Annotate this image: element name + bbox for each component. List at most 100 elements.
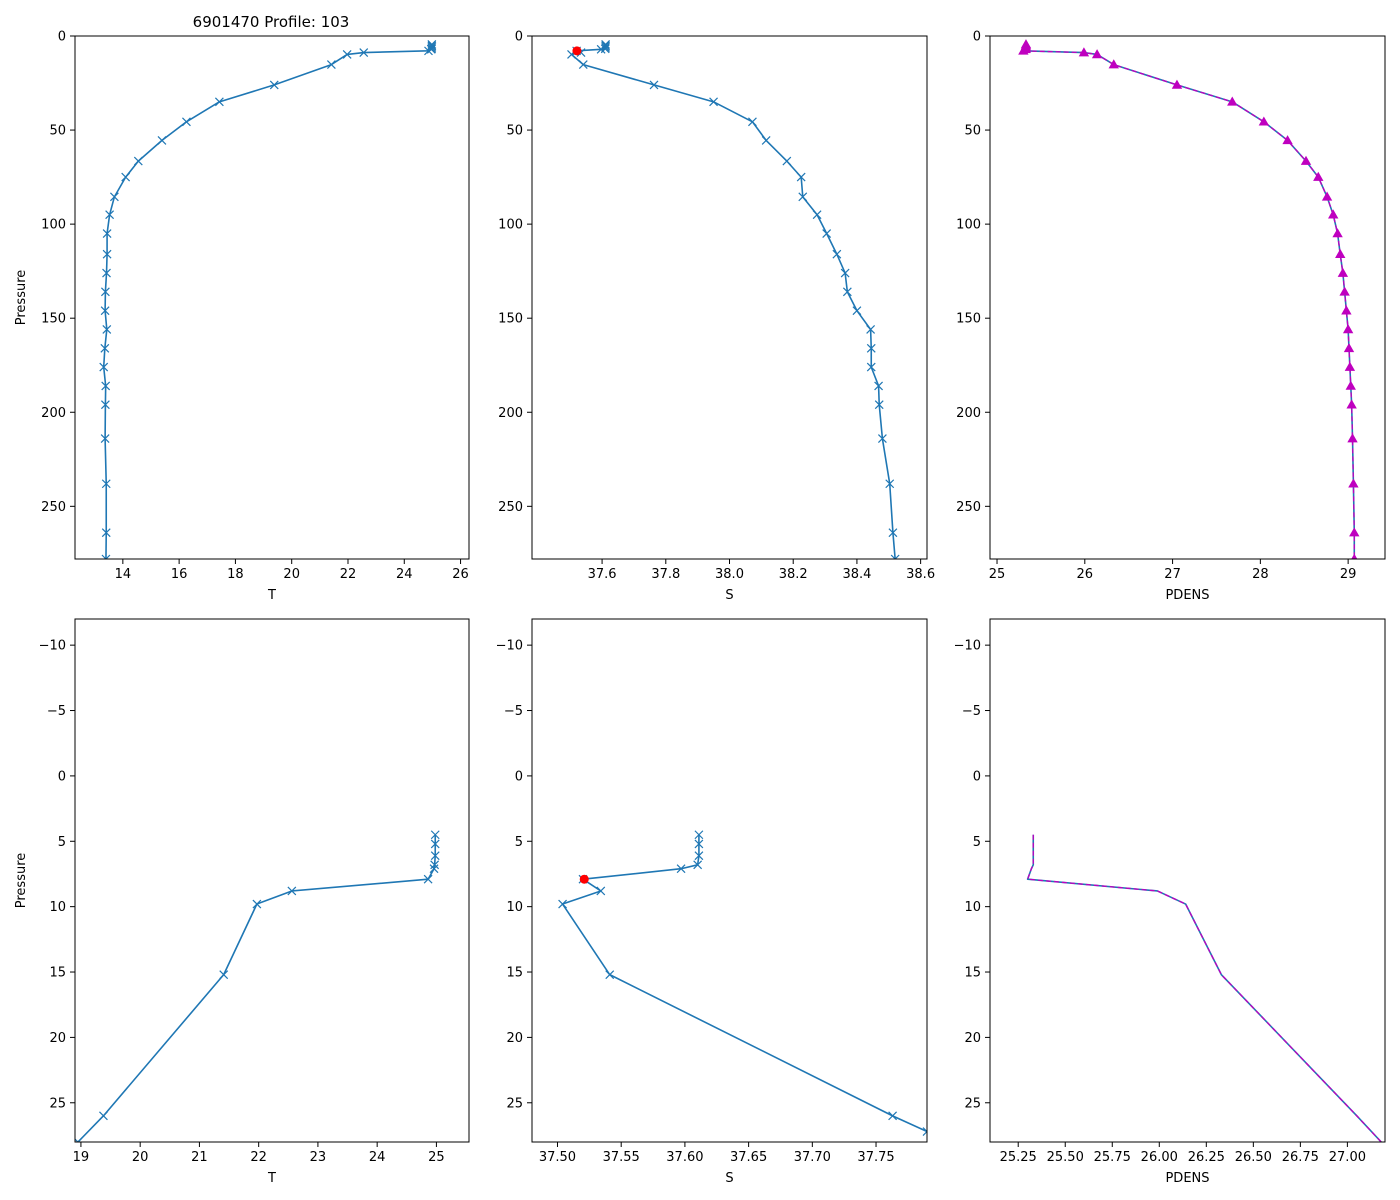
y-tick-label: 10 [506, 900, 523, 915]
x-tick-label: 38.4 [842, 567, 871, 582]
data-point [1335, 248, 1346, 259]
data-point [100, 306, 110, 316]
panel-bottom-pdens: 25.25 25.50 25.75 26.00 26.25 26.50 26.75 27.00… [954, 618, 1386, 1186]
x-tick-label: 20 [283, 567, 300, 582]
panel-top-pdens: 25 26 27 28 29 0 50 100 150 200 250 PDENS [956, 30, 1386, 603]
data-point [885, 479, 895, 489]
y-tick-label: 15 [49, 966, 66, 981]
data-point [1341, 305, 1352, 315]
data-point [102, 268, 111, 278]
x-tick-label: 26 [1077, 567, 1094, 582]
y-tick-label: −10 [39, 639, 66, 654]
data-point [101, 554, 111, 559]
x-axis-label: S [725, 588, 733, 603]
data-point [694, 830, 704, 840]
data-point [426, 44, 436, 54]
data-point [133, 156, 143, 166]
x-tick-label: 37.65 [730, 1150, 767, 1165]
data-point [605, 970, 615, 980]
y-tick-label: 20 [506, 1031, 523, 1046]
series-line-pdens [1022, 44, 1356, 559]
data-point [601, 41, 611, 51]
data-point [596, 44, 606, 54]
data-point [109, 192, 119, 202]
x-tick-label: 19 [73, 1150, 90, 1165]
data-point [1339, 286, 1350, 296]
data-point [1348, 478, 1359, 488]
y-tick-label: 100 [498, 218, 523, 233]
data-point [101, 528, 111, 538]
data-point [866, 362, 876, 372]
data-point [558, 899, 568, 909]
x-tick-label: 22 [250, 1150, 267, 1165]
x-tick-label: 27 [1164, 567, 1181, 582]
plot-area [99, 40, 437, 559]
data-point [424, 46, 433, 56]
data-point [1108, 59, 1119, 69]
y-tick-label: 0 [58, 30, 66, 45]
data-point [866, 325, 876, 334]
data-point [100, 343, 110, 353]
data-point [676, 864, 686, 874]
y-tick-label: 5 [58, 835, 66, 850]
plot-frame [989, 35, 1386, 560]
data-point [709, 97, 718, 107]
data-point [842, 287, 852, 297]
data-point [874, 400, 884, 410]
data-point [101, 479, 111, 489]
y-tick-label: 200 [41, 406, 66, 421]
data-point [840, 268, 850, 278]
data-point [694, 839, 704, 849]
x-tick-label: 37.8 [651, 567, 680, 582]
y-tick-label: 250 [956, 500, 981, 515]
data-point [693, 860, 703, 870]
y-tick-label: 200 [498, 406, 523, 421]
data-point [761, 135, 771, 145]
y-tick-label: 0 [973, 30, 981, 45]
x-tick-label: 26.75 [1282, 1150, 1319, 1165]
y-tick-label: 10 [49, 900, 66, 915]
panels: 14 16 18 20 22 24 26050100150200250TPressure37… [14, 30, 1386, 1186]
x-tick-label: 18 [227, 567, 244, 582]
figure-title: 6901470 Profile: 103 [193, 13, 350, 31]
series-line-t [102, 44, 433, 559]
data-point [1345, 380, 1356, 390]
x-tick-label: 26.50 [1235, 1150, 1272, 1165]
data-point [100, 287, 110, 297]
y-axis-label: Pressure [14, 270, 29, 326]
x-axis-label: PDENS [1165, 588, 1209, 603]
y-tick-label: −5 [47, 704, 66, 719]
data-point [121, 172, 131, 182]
data-point [832, 249, 842, 259]
plot-area [1026, 834, 1382, 1142]
panel-bottom-t: 19 20 21 22 23 24 25 −10 −5 0 5 10 15 20 25 T Pressure [14, 618, 470, 1186]
x-tick-label: 16 [171, 567, 188, 582]
y-tick-label: 150 [956, 312, 981, 327]
data-point [578, 60, 588, 70]
data-point [287, 886, 297, 896]
data-point [252, 899, 262, 909]
y-tick-label: 25 [964, 1096, 981, 1111]
x-tick-label: 26.25 [1188, 1150, 1225, 1165]
y-tick-label: 0 [58, 769, 66, 784]
data-point [782, 156, 792, 166]
y-tick-label: 250 [498, 500, 523, 515]
y-tick-label: 15 [506, 966, 523, 981]
y-tick-label: 250 [41, 500, 66, 515]
x-tick-label: 29 [1340, 567, 1357, 582]
data-point [99, 1111, 108, 1121]
y-tick-label: −10 [954, 639, 981, 654]
data-point [888, 528, 898, 538]
x-tick-label: 37.6 [588, 567, 617, 582]
data-point [822, 229, 832, 238]
plot-area [567, 40, 900, 559]
y-tick-label: 0 [515, 769, 523, 784]
data-point [1091, 49, 1103, 59]
data-point [1313, 171, 1324, 181]
data-point [101, 381, 111, 391]
data-point [99, 362, 109, 372]
x-tick-label: 27.00 [1329, 1150, 1366, 1165]
data-point [430, 830, 440, 840]
data-point [157, 135, 167, 145]
data-point [1227, 96, 1238, 106]
